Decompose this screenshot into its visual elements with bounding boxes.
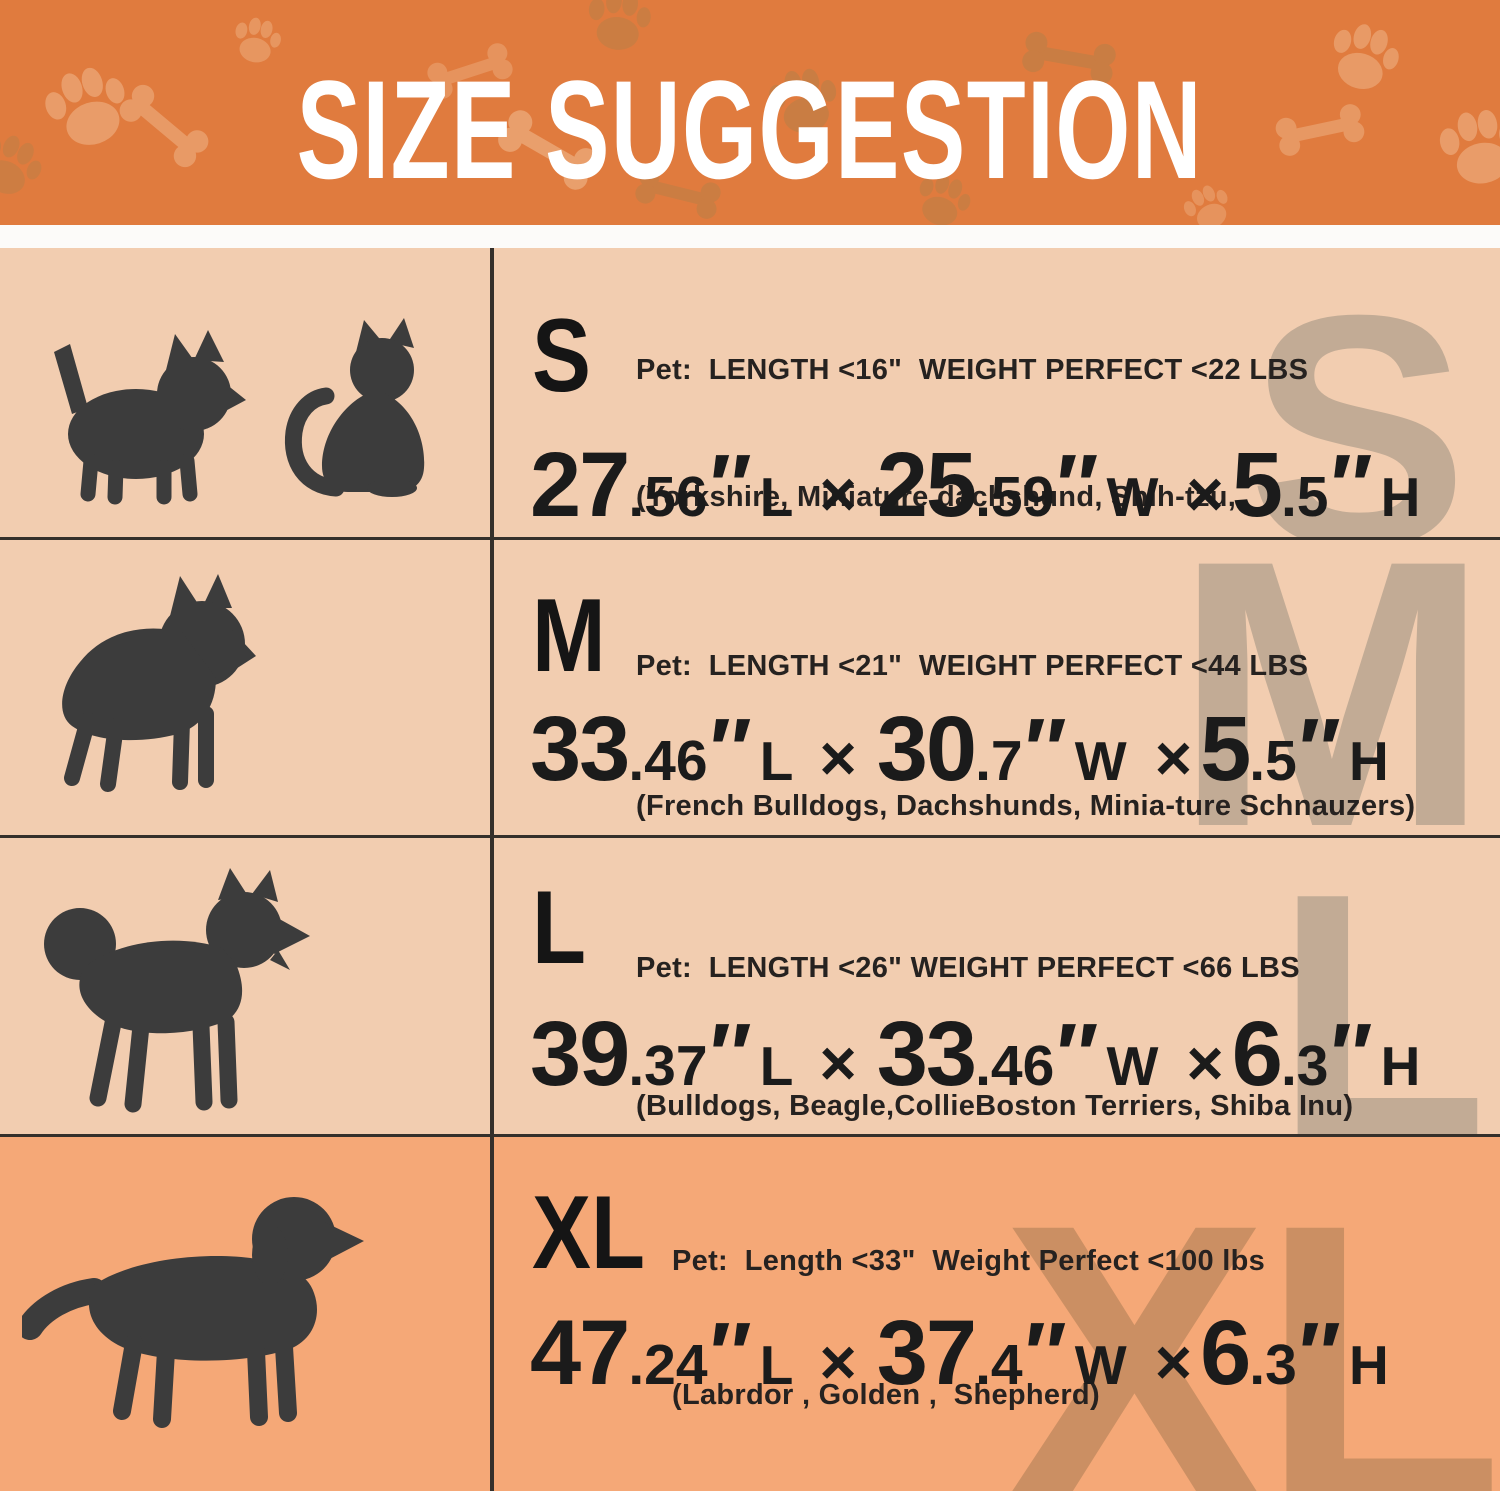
pet-spec: Pet: LENGTH <26" WEIGHT PERFECT <66 LBS … <box>636 886 1353 1134</box>
bed-dimensions: 47.24″ L × 37.4″ W ×6.3″ H <box>530 1302 1389 1404</box>
size-row-s: S S Pet: LENGTH <16" WEIGHT PERFECT <22 … <box>0 248 1500 537</box>
bed-dimensions: 39.37″ L × 33.46″ W ×6.3″ H <box>530 1003 1421 1105</box>
size-row-l: L L Pet: LENGTH <26" WEIGHT PERFECT <66 … <box>0 835 1500 1134</box>
size-row-m: M M Pet: LENGTH <21" WEIGHT PERFECT <44 … <box>0 537 1500 835</box>
size-letter: XL <box>532 1175 645 1291</box>
westie-dog-icon <box>54 330 246 505</box>
bed-dimensions: 27.56″ L × 25.59″ W ×5.5″ H <box>530 434 1421 536</box>
animal-cell <box>0 838 490 1134</box>
cat-icon <box>284 318 425 497</box>
animal-cell <box>0 248 490 537</box>
breed-line: (Bulldogs, Beagle,CollieBoston Terriers,… <box>636 1090 1354 1122</box>
animal-cell <box>0 540 490 835</box>
golden-retriever-icon <box>22 1197 364 1428</box>
pet-spec: Pet: Length <33" Weight Perfect <100 lbs… <box>672 1179 1265 1491</box>
pet-fit-line: Pet: LENGTH <26" WEIGHT PERFECT <66 LBS <box>636 952 1300 984</box>
info-cell: XL XL Pet: Length <33" Weight Perfect <1… <box>490 1137 1500 1491</box>
size-letter: S <box>532 298 591 414</box>
size-row-xl: XL XL Pet: Length <33" Weight Perfect <1… <box>0 1134 1500 1491</box>
breed-line: (French Bulldogs, Dachshunds, Minia-ture… <box>636 790 1416 822</box>
page-title: SIZE SUGGESTION <box>296 50 1204 208</box>
breed-line: (Yorkshire, Miniature dachshund, Shih-tz… <box>636 481 1237 513</box>
animal-cell <box>0 1137 490 1491</box>
info-cell: M M Pet: LENGTH <21" WEIGHT PERFECT <44 … <box>490 540 1500 835</box>
header-banner: SIZE SUGGESTION <box>0 0 1500 225</box>
info-cell: L L Pet: LENGTH <26" WEIGHT PERFECT <66 … <box>490 838 1500 1134</box>
pet-spec: Pet: LENGTH <21" WEIGHT PERFECT <44 LBS … <box>636 584 1415 835</box>
bed-dimensions: 33.46″ L × 30.7″ W ×5.5″ H <box>530 698 1389 800</box>
pet-fit-line: Pet: Length <33" Weight Perfect <100 lbs <box>672 1245 1266 1277</box>
pet-fit-line: Pet: LENGTH <16" WEIGHT PERFECT <22 LBS <box>636 354 1309 386</box>
info-cell: S S Pet: LENGTH <16" WEIGHT PERFECT <22 … <box>490 248 1500 537</box>
pet-fit-line: Pet: LENGTH <21" WEIGHT PERFECT <44 LBS <box>636 650 1309 682</box>
header-separator <box>0 225 1500 248</box>
pet-spec: Pet: LENGTH <16" WEIGHT PERFECT <22 LBS … <box>636 288 1308 537</box>
french-bulldog-icon <box>62 574 256 792</box>
size-letter: L <box>532 870 587 986</box>
size-letter: M <box>532 578 606 694</box>
breed-line: (Labrdor , Golden , Shepherd) <box>672 1379 1100 1411</box>
shiba-inu-icon <box>44 868 310 1113</box>
